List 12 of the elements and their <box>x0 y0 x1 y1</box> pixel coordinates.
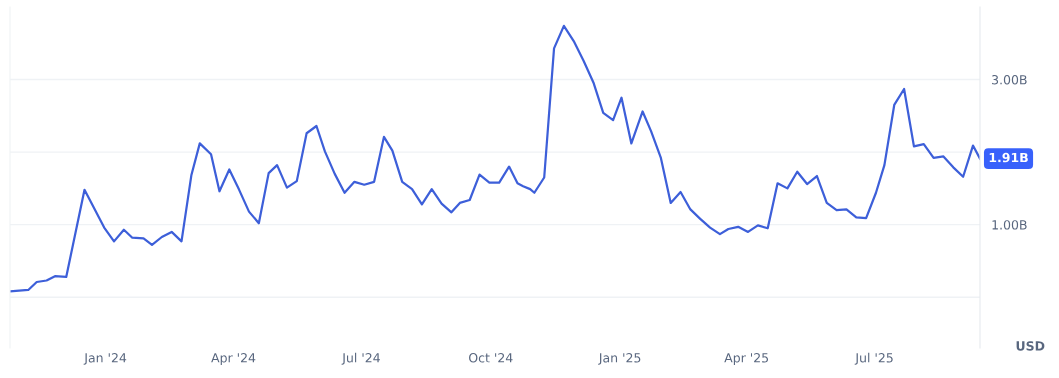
x-tick-label: Jul '25 <box>854 352 893 365</box>
x-tick-label: Oct '24 <box>469 353 513 363</box>
x-tick-label: Jul '24 <box>341 352 380 365</box>
y-tick-label: 1.00B <box>992 220 1027 230</box>
x-tick-label: Jan '24 <box>83 353 127 365</box>
x-tick-label: Apr '24 <box>211 353 256 365</box>
line-series <box>10 24 980 293</box>
y-tick-label: 3.00B <box>992 75 1027 85</box>
x-tick-label: Apr '25 <box>724 353 769 365</box>
x-tick-label: Jan '25 <box>598 353 641 365</box>
annotation: 1.91B <box>989 152 1028 163</box>
text: USD <box>1016 341 1045 351</box>
